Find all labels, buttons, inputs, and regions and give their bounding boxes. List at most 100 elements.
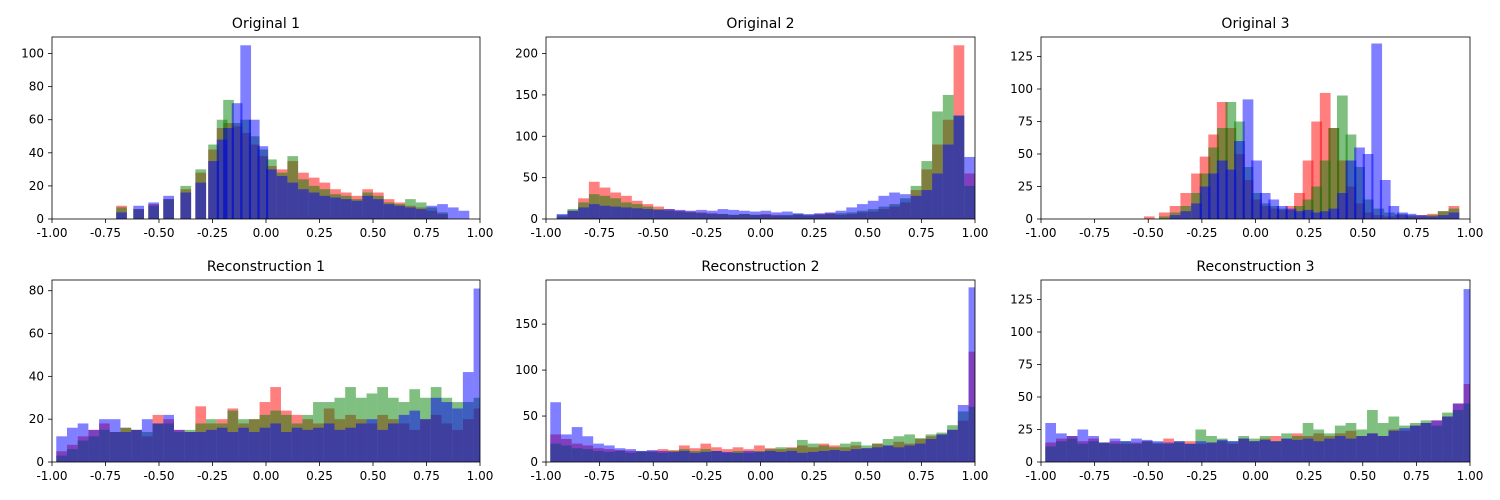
histogram-bar (839, 450, 851, 462)
histogram-bar (1427, 216, 1438, 219)
histogram-bar (771, 212, 782, 219)
histogram-bar (696, 209, 707, 219)
histogram-bar (728, 209, 740, 219)
x-tick-label: 0.25 (1296, 469, 1323, 483)
histogram-bar (1431, 420, 1443, 462)
y-tick-label: 0 (36, 455, 44, 469)
histogram-bar (313, 427, 324, 462)
subplot-5: Reconstruction 2 -1.00 -0.75 -0.50 -0.25 0.00… (515, 259, 988, 483)
histogram-bar (1216, 160, 1228, 219)
x-tick-label: 0.50 (854, 226, 881, 240)
histogram-bar (473, 288, 480, 462)
histogram-bar (556, 214, 568, 219)
histogram-bar (561, 434, 572, 462)
histogram-bar (1337, 95, 1348, 219)
histogram-bar (1302, 199, 1314, 219)
histogram-bar (216, 427, 228, 462)
histogram-bar (1397, 212, 1408, 219)
histogram-bar (824, 212, 836, 219)
histogram-bar (240, 45, 252, 219)
histogram-bar (1109, 438, 1121, 462)
histogram-bar (116, 212, 127, 219)
subplot-title: Reconstruction 1 (207, 259, 325, 275)
x-tick-label: -0.75 (1079, 469, 1110, 483)
histogram-bar (857, 204, 868, 219)
histogram-bar (238, 427, 249, 462)
histogram-bar (1437, 215, 1449, 219)
histogram-bar (1238, 438, 1250, 462)
x-tick-label: 0.75 (1403, 469, 1430, 483)
histogram-bar (867, 200, 879, 219)
histogram-bar (398, 414, 410, 462)
histogram-bar (206, 429, 217, 462)
histogram-bar (721, 451, 733, 462)
histogram-bar (345, 427, 356, 462)
histogram-bar (133, 205, 145, 219)
histogram-bar (631, 208, 643, 219)
subplot-title: Original 2 (726, 16, 794, 32)
y-tick-label: 0 (530, 455, 538, 469)
histogram-bar (567, 210, 579, 219)
x-tick-label: 1.00 (467, 226, 494, 240)
y-tick-label: 125 (1010, 50, 1033, 64)
histogram-bar (685, 210, 697, 219)
histogram-bar (964, 156, 975, 219)
histogram-bar (717, 209, 729, 219)
histogram-bar (796, 439, 808, 462)
histogram-bar (861, 448, 873, 462)
y-tick-label: 20 (29, 179, 44, 193)
histogram-bar (646, 450, 658, 462)
histogram-bar (1334, 436, 1346, 462)
histogram-bar (700, 451, 712, 462)
histogram-bar (1345, 438, 1357, 462)
histogram-bar (1324, 438, 1335, 462)
y-tick-label: 80 (29, 80, 44, 94)
y-tick-label: 0 (530, 212, 538, 226)
histogram-bar (1311, 186, 1322, 219)
histogram-bar (889, 192, 900, 219)
histogram-bar (1328, 128, 1340, 219)
histogram-bar (216, 139, 228, 219)
histogram-bar (921, 161, 933, 219)
histogram-bar (377, 429, 388, 462)
histogram-bar (362, 195, 373, 219)
histogram-bar (1328, 208, 1340, 219)
x-tick-label: -0.50 (638, 469, 669, 483)
x-tick-label: 1.00 (962, 226, 989, 240)
x-tick-label: 1.00 (467, 469, 494, 483)
histogram-bar (1420, 423, 1432, 462)
subplot-3: Original 3 -1.00 -0.75 -0.50 -0.25 0.00 0.25 0.… (1010, 16, 1483, 240)
histogram-bar (1405, 213, 1417, 219)
histogram-bar (141, 419, 153, 462)
histogram-bar (259, 427, 271, 462)
histogram-bar (426, 205, 438, 219)
histogram-bar (437, 204, 448, 219)
x-tick-label: 0.00 (1242, 226, 1269, 240)
x-tick-label: 0.50 (360, 469, 387, 483)
histogram-bar (550, 402, 562, 462)
histogram-bar (231, 103, 243, 219)
y-tick-label: 100 (21, 47, 44, 61)
histogram-series-3 (550, 287, 975, 462)
x-tick-label: -0.50 (1133, 469, 1164, 483)
histogram-bar (383, 204, 395, 219)
histogram-bar (180, 192, 192, 219)
y-tick-label: 40 (29, 369, 44, 383)
histogram-bar (1199, 186, 1211, 219)
histogram-bar (1313, 441, 1325, 462)
histogram-bar (109, 419, 121, 462)
histogram-bar (953, 115, 965, 219)
histogram-bar (957, 405, 969, 462)
x-tick-label: -0.75 (90, 469, 121, 483)
histogram-bar (829, 450, 840, 462)
histogram-bar (409, 410, 421, 462)
subplot-title: Reconstruction 3 (1196, 259, 1314, 275)
histogram-bar (1098, 442, 1110, 462)
histogram-bar (1281, 438, 1292, 462)
y-tick-label: 100 (515, 129, 538, 143)
histogram-bar (308, 192, 320, 219)
x-tick-label: -0.25 (1186, 469, 1217, 483)
histogram-bar (914, 443, 926, 462)
y-tick-label: 25 (1018, 423, 1033, 437)
histogram-bar (1442, 416, 1453, 462)
